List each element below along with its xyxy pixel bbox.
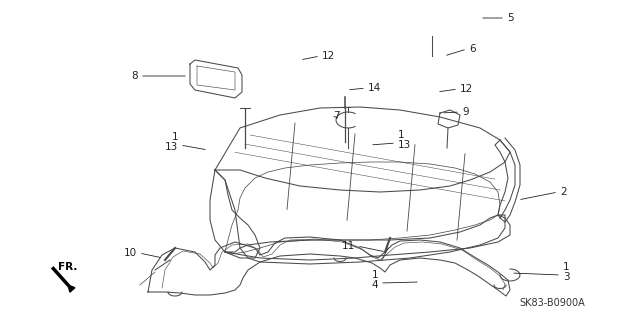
- Text: 1: 1: [172, 132, 178, 142]
- Text: SK83-B0900A: SK83-B0900A: [519, 298, 585, 308]
- Text: 13: 13: [398, 140, 412, 150]
- Text: 1: 1: [398, 130, 404, 140]
- Polygon shape: [68, 285, 75, 292]
- Text: 1: 1: [563, 262, 570, 272]
- Text: 1: 1: [371, 270, 378, 280]
- Text: 14: 14: [368, 83, 381, 93]
- Text: 5: 5: [507, 13, 514, 23]
- Text: 12: 12: [322, 51, 335, 61]
- Text: 8: 8: [131, 71, 138, 81]
- Text: 7: 7: [333, 111, 340, 121]
- Text: 3: 3: [563, 272, 570, 282]
- Text: 11: 11: [342, 241, 355, 251]
- Text: 6: 6: [469, 44, 476, 54]
- Text: 12: 12: [460, 84, 473, 94]
- Text: 13: 13: [164, 142, 178, 152]
- Text: 10: 10: [124, 248, 137, 258]
- Text: 2: 2: [560, 187, 566, 197]
- Text: FR.: FR.: [58, 262, 77, 271]
- Text: 4: 4: [371, 280, 378, 290]
- Text: 9: 9: [462, 107, 468, 117]
